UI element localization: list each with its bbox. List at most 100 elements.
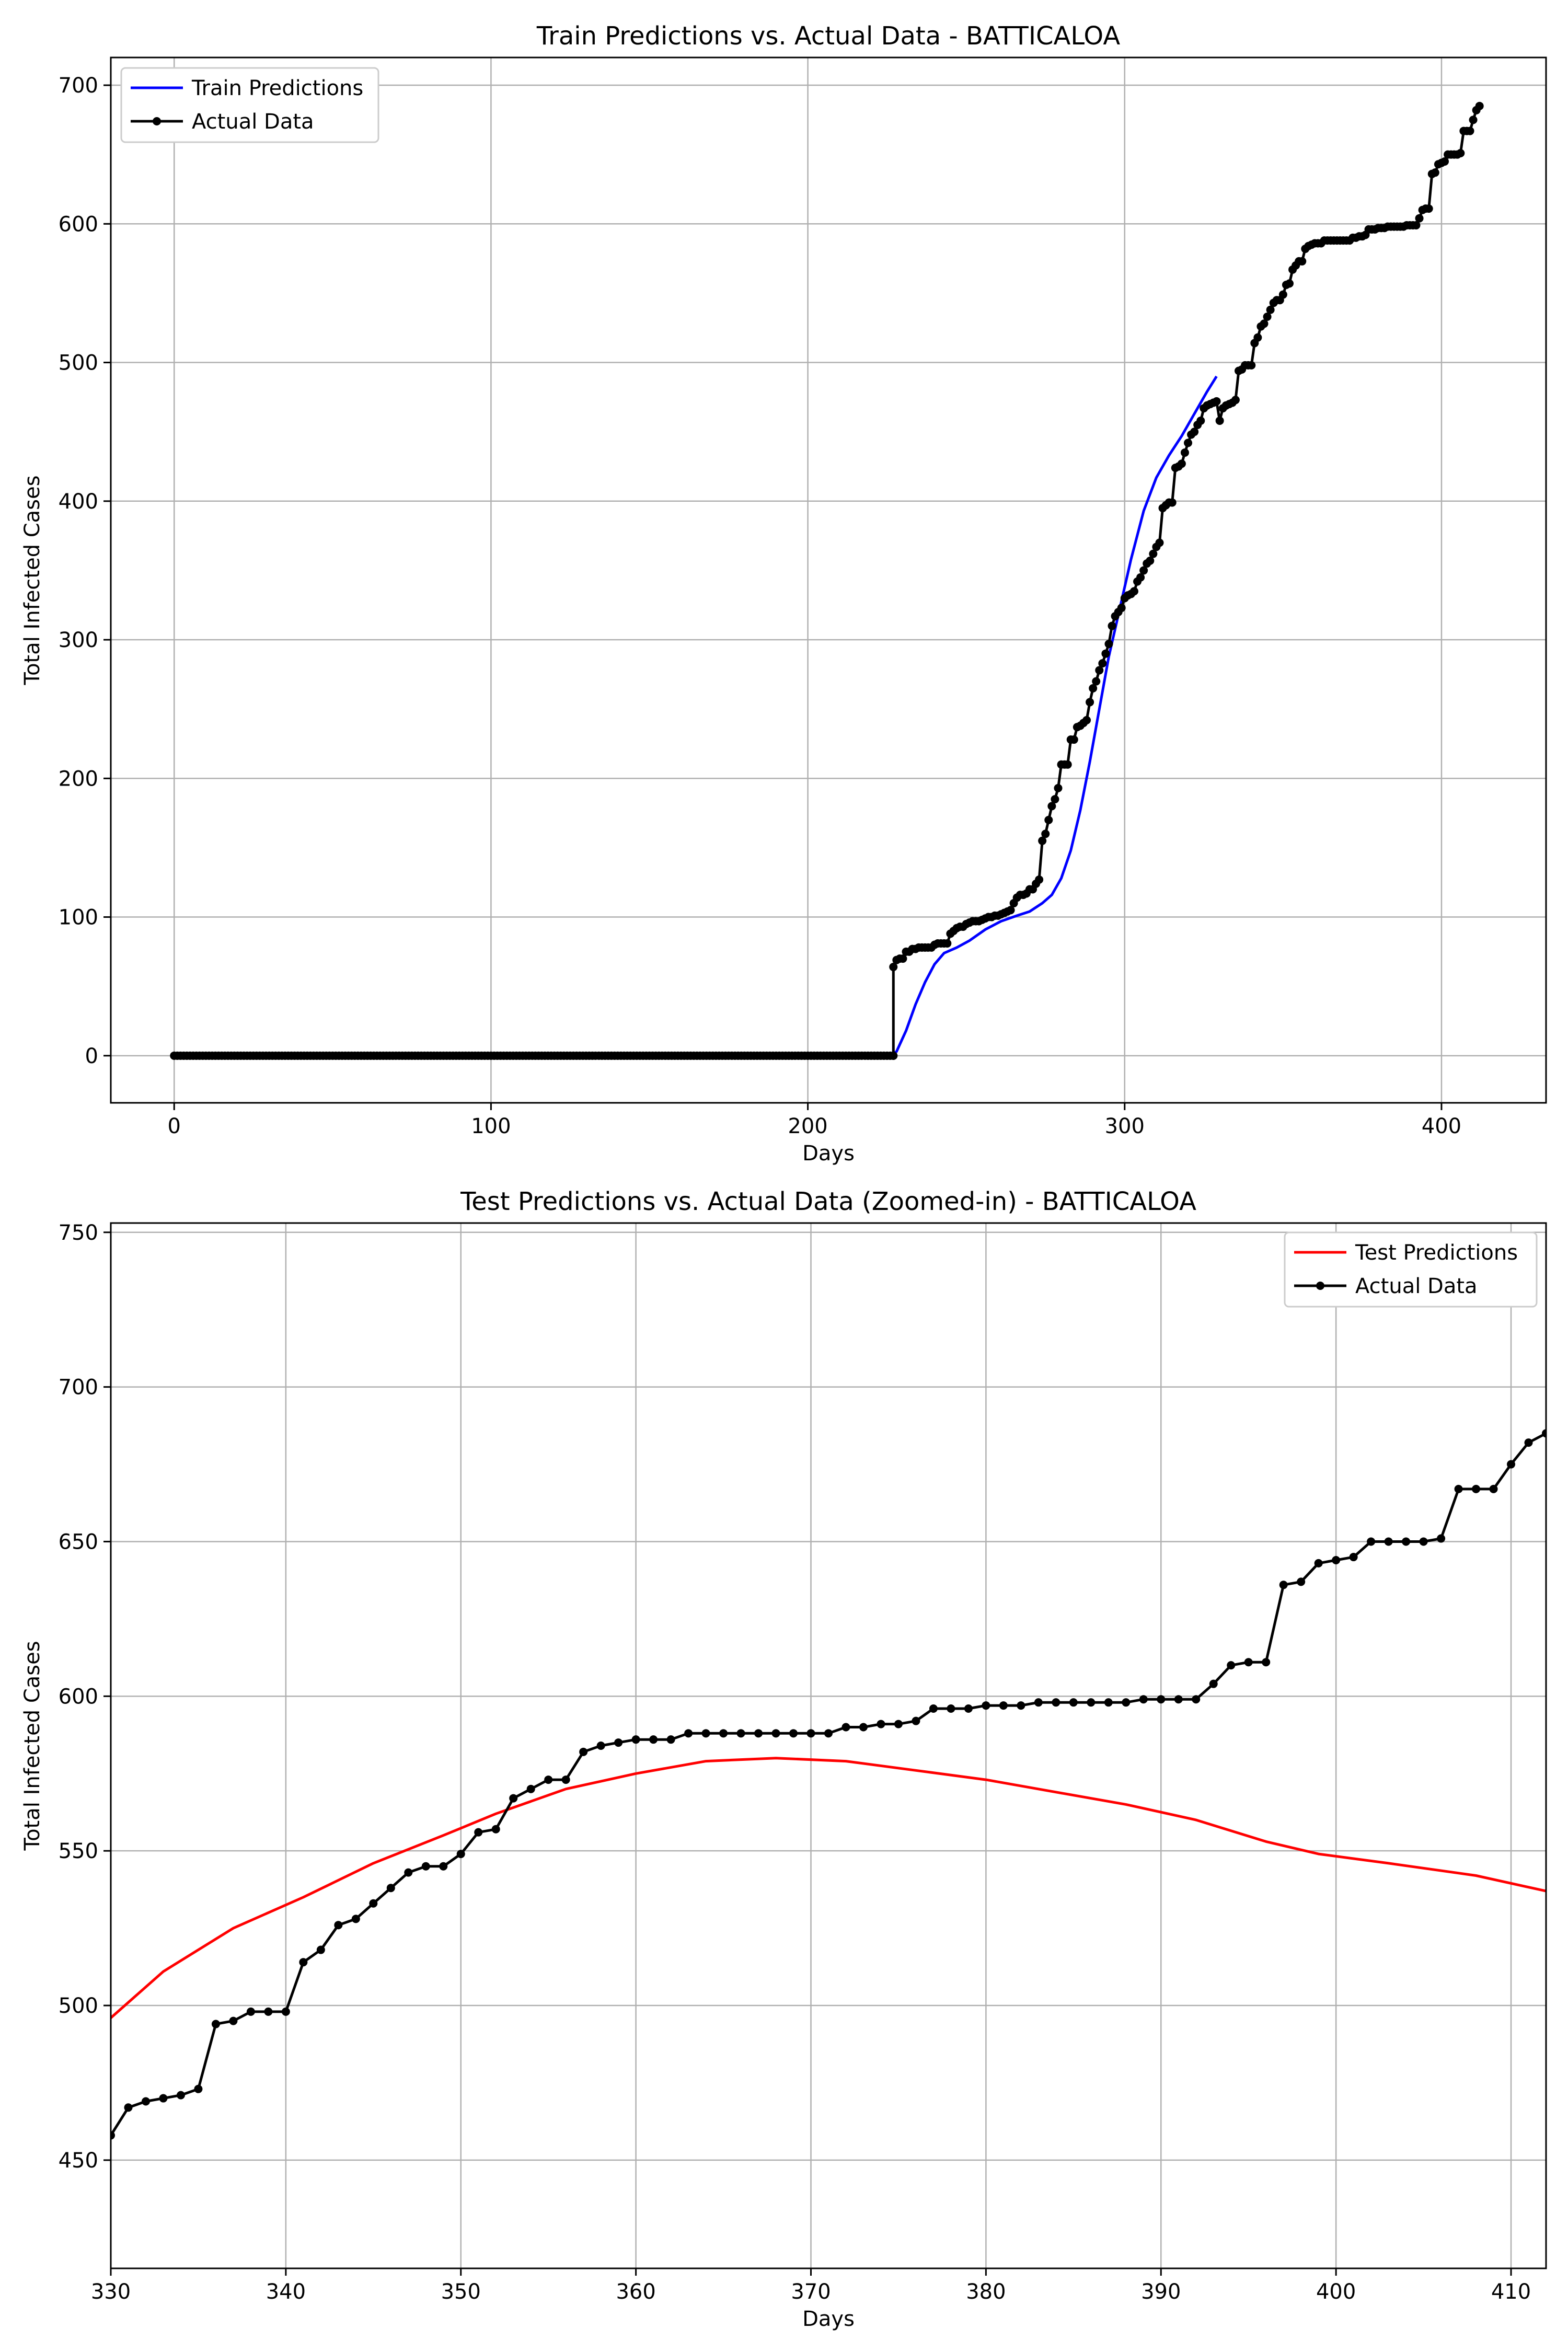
test-y-tick-label: 500 <box>59 1994 98 2018</box>
test-x-tick-label: 400 <box>1316 2280 1356 2304</box>
test-data-point-actual-data <box>1507 1460 1516 1469</box>
test-data-point-actual-data <box>877 1720 885 1728</box>
test-y-axis-label: Total Infected Cases <box>20 1641 44 1851</box>
train-data-point-actual-data <box>1285 279 1294 288</box>
train-data-point-actual-data <box>1412 221 1421 229</box>
train-data-point-actual-data <box>1247 361 1256 370</box>
train-data-point-actual-data <box>1475 101 1484 110</box>
test-data-point-actual-data <box>579 1747 588 1756</box>
train-data-point-actual-data <box>1098 659 1107 668</box>
test-data-point-actual-data <box>1052 1698 1060 1707</box>
test-data-point-actual-data <box>421 1862 430 1871</box>
train-data-point-actual-data <box>1177 459 1186 468</box>
train-data-point-actual-data <box>1108 621 1116 630</box>
test-y-tick-label: 700 <box>59 1376 98 1400</box>
test-data-point-actual-data <box>964 1704 973 1713</box>
train-legend-box <box>120 67 379 143</box>
train-data-point-actual-data <box>1215 416 1224 425</box>
train-data-point-actual-data <box>898 954 907 963</box>
train-data-point-actual-data <box>1089 684 1098 693</box>
train-data-point-actual-data <box>1069 735 1078 744</box>
test-data-point-actual-data <box>1262 1658 1271 1667</box>
test-ticks: 330 340 350 360 370 380 390 400 410 450 500 550 600 6… <box>59 1221 1531 2304</box>
test-data-point-actual-data <box>982 1701 990 1710</box>
test-data-point-actual-data <box>316 1945 325 1954</box>
train-data-point-actual-data <box>1415 214 1424 223</box>
train-data-point-actual-data <box>1041 829 1050 838</box>
test-data-point-actual-data <box>1087 1698 1096 1707</box>
train-data-point-actual-data <box>1101 649 1110 658</box>
test-data-point-actual-data <box>1192 1695 1201 1704</box>
test-data-point-actual-data <box>894 1720 903 1728</box>
train-legend-label-predictions: Train Predictions <box>191 76 363 100</box>
train-data-point-actual-data <box>1266 305 1275 314</box>
train-y-tick-label: 100 <box>59 906 98 930</box>
test-data-point-actual-data <box>474 1828 483 1837</box>
train-data-point-actual-data <box>1136 573 1145 582</box>
train-data-point-actual-data <box>1054 783 1063 792</box>
test-data-point-actual-data <box>806 1729 815 1738</box>
chart-test: 330 340 350 360 370 380 390 400 410 450 500 550 600 6… <box>20 1187 1547 2331</box>
train-data-point-actual-data <box>1278 290 1287 299</box>
train-y-tick-label: 300 <box>59 628 98 652</box>
test-y-tick-label: 450 <box>59 2149 98 2173</box>
train-x-tick-label: 300 <box>1105 1114 1145 1138</box>
train-y-tick-label: 400 <box>59 490 98 514</box>
test-data-point-actual-data <box>1244 1658 1253 1667</box>
test-data-point-actual-data <box>1437 1534 1446 1543</box>
train-chart-title: Train Predictions vs. Actual Data - BATT… <box>536 21 1120 51</box>
train-data-point-actual-data <box>1104 640 1113 649</box>
test-x-tick-label: 410 <box>1491 2280 1531 2304</box>
train-data-point-actual-data <box>1092 677 1101 686</box>
test-x-tick-label: 370 <box>791 2280 831 2304</box>
test-data-point-actual-data <box>176 2091 185 2100</box>
train-data-point-actual-data <box>1431 168 1439 177</box>
test-data-point-actual-data <box>947 1704 955 1713</box>
test-y-tick-label: 600 <box>59 1685 98 1709</box>
test-data-point-actual-data <box>1279 1581 1288 1589</box>
test-data-point-actual-data <box>1209 1679 1218 1688</box>
train-x-tick-label: 100 <box>471 1114 511 1138</box>
test-data-point-actual-data <box>264 2007 273 2016</box>
train-data-point-actual-data <box>1168 498 1177 507</box>
test-data-point-actual-data <box>509 1794 518 1803</box>
train-data-point-actual-data <box>1006 906 1015 915</box>
test-data-point-actual-data <box>1314 1559 1323 1567</box>
test-data-point-actual-data <box>754 1729 763 1738</box>
test-data-point-actual-data <box>1034 1698 1043 1707</box>
test-data-point-actual-data <box>526 1784 535 1793</box>
test-y-tick-label: 750 <box>59 1221 98 1245</box>
test-series-layer <box>111 1429 1546 2140</box>
test-series-line-test-predictions <box>111 1757 1546 2019</box>
test-x-tick-label: 330 <box>91 2280 131 2304</box>
train-x-tick-label: 0 <box>168 1114 181 1138</box>
test-data-point-actual-data <box>912 1716 920 1725</box>
test-data-point-actual-data <box>736 1729 745 1738</box>
test-chart-title: Test Predictions vs. Actual Data (Zoomed… <box>460 1187 1196 1216</box>
test-data-point-actual-data <box>141 2097 150 2106</box>
train-ticks: 0 100 200 300 400 0 100 200 300 400 500 600 700 <box>59 74 1461 1138</box>
test-data-point-actual-data <box>999 1701 1008 1710</box>
train-y-tick-label: 600 <box>59 212 98 236</box>
test-x-tick-label: 350 <box>441 2280 481 2304</box>
test-data-point-actual-data <box>124 2103 133 2112</box>
test-x-axis-label: Days <box>802 2307 855 2331</box>
test-data-point-actual-data <box>1524 1438 1533 1447</box>
test-data-point-actual-data <box>281 2007 290 2016</box>
train-data-point-actual-data <box>1440 157 1449 166</box>
test-data-point-actual-data <box>929 1704 938 1713</box>
train-plot-frame <box>110 56 1547 1104</box>
train-data-point-actual-data <box>1139 566 1148 575</box>
train-y-axis-label: Total Infected Cases <box>20 475 44 685</box>
test-data-point-actual-data <box>369 1899 378 1908</box>
train-legend-marker-actual <box>153 117 161 125</box>
train-x-tick-label: 400 <box>1422 1114 1461 1138</box>
train-y-tick-label: 200 <box>59 767 98 791</box>
train-x-axis-label: Days <box>802 1142 855 1166</box>
train-data-point-actual-data <box>1047 802 1056 811</box>
train-data-point-actual-data <box>1035 875 1044 884</box>
test-data-point-actual-data <box>1472 1484 1481 1493</box>
test-data-point-actual-data <box>334 1921 343 1930</box>
test-data-point-actual-data <box>789 1729 798 1738</box>
test-data-point-actual-data <box>1332 1555 1341 1564</box>
